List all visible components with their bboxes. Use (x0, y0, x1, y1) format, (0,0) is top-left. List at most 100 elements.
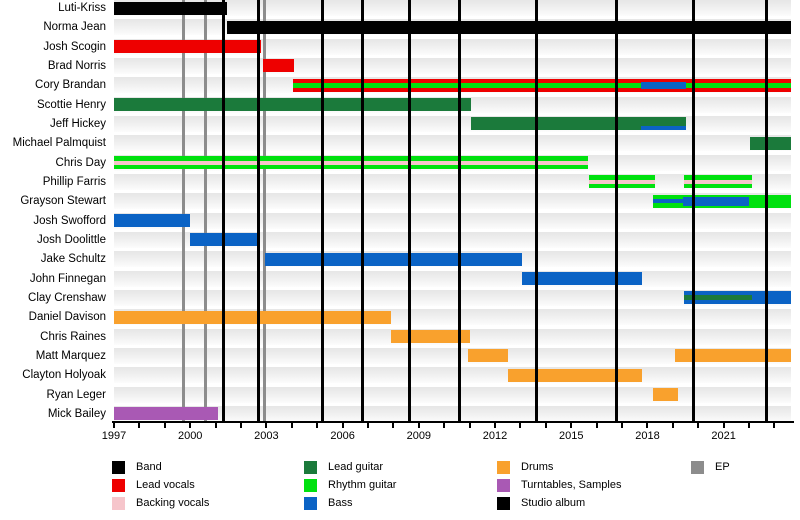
x-axis-tick-label: 1997 (101, 430, 127, 442)
member-bar-lead_guitar (114, 98, 471, 112)
member-name-label: Chris Day (55, 156, 106, 169)
legend-label-bass: Bass (328, 497, 353, 509)
member-bar-lead_vocals (114, 40, 262, 54)
member-name-label: Cory Brandan (35, 79, 106, 92)
studio-album-line (458, 0, 462, 421)
legend-swatch-turntables (497, 479, 510, 492)
legend-label-lead_guitar: Lead guitar (328, 461, 384, 473)
member-name-label: Josh Scogin (43, 40, 106, 53)
member-name-label: Ryan Leger (46, 388, 106, 401)
member-bar-lead_guitar (750, 136, 791, 150)
studio-album-line (360, 0, 364, 421)
member-bar-drums (114, 310, 391, 324)
role-stripe-lead_guitar (684, 295, 752, 301)
x-axis-tick-label: 2018 (635, 430, 660, 442)
member-bar-bass (265, 252, 522, 266)
row-stripe (114, 135, 791, 152)
member-name-label: Norma Jean (43, 21, 106, 34)
legend-swatch-studio_album (497, 497, 510, 510)
x-axis-tick-label: 2015 (559, 430, 584, 442)
x-axis-tick-label: 2021 (711, 430, 736, 442)
x-axis-tick-label: 2006 (330, 430, 355, 442)
x-axis-tick (316, 423, 319, 428)
role-stripe-bass (652, 199, 684, 204)
row-stripe (114, 38, 791, 55)
member-name-label: Mick Bailey (47, 407, 106, 420)
x-axis-tick (468, 423, 471, 428)
role-stripe-backing_vocals (114, 160, 588, 165)
row-stripe (114, 57, 791, 74)
member-bar-bass (521, 272, 643, 286)
member-name-label: Clay Crenshaw (28, 291, 106, 304)
member-bar-drums (652, 388, 678, 402)
studio-album-line (535, 0, 539, 421)
legend-swatch-band (112, 461, 125, 474)
studio-album-line (765, 0, 769, 421)
legend-swatch-rhythm_guitar (304, 479, 317, 492)
x-axis-tick (138, 423, 141, 428)
row-stripe (114, 367, 791, 384)
row-stripe (114, 193, 791, 210)
member-name-label: Luti-Kriss (58, 2, 106, 14)
studio-album-line (691, 0, 695, 421)
member-name-label: John Finnegan (29, 272, 106, 285)
legend-label-turntables: Turntables, Samples (521, 479, 622, 491)
x-axis-tick-label: 2003 (254, 430, 279, 442)
member-name-label: Josh Doolittle (36, 233, 106, 246)
role-stripe-backing_vocals (589, 179, 656, 184)
studio-album-line (614, 0, 618, 421)
member-name-label: Grayson Stewart (20, 195, 106, 208)
x-axis-tick (290, 423, 293, 428)
studio-album-line (256, 0, 260, 421)
row-stripe (114, 270, 791, 287)
legend-label-rhythm_guitar: Rhythm guitar (328, 479, 397, 491)
row-stripe (114, 289, 791, 306)
member-name-label: Brad Norris (47, 59, 106, 72)
role-stripe-rhythm_guitar (293, 82, 791, 88)
row-stripe (114, 212, 791, 229)
x-axis-tick (265, 423, 268, 428)
row-stripe (114, 231, 791, 248)
row-stripe (114, 405, 791, 422)
role-stripe-backing_vocals (684, 179, 752, 184)
x-axis-tick (722, 423, 725, 428)
x-axis-tick (595, 423, 598, 428)
member-bar-drums (507, 368, 643, 382)
x-axis-tick (341, 423, 344, 428)
member-name-label: Phillip Farris (42, 175, 106, 188)
role-stripe-bass (683, 196, 750, 206)
ep-release-line (263, 0, 267, 421)
x-axis-tick (367, 423, 370, 428)
member-name-label: Michael Palmquist (12, 137, 106, 150)
studio-album-line (221, 0, 225, 421)
x-axis-tick (697, 423, 700, 428)
x-axis-tick (189, 423, 192, 428)
row-stripe (114, 115, 791, 132)
legend-label-ep: EP (715, 461, 730, 473)
member-name-label: Jake Schultz (40, 253, 106, 266)
x-axis-tick (748, 423, 751, 428)
member-bar-band (114, 1, 228, 15)
x-axis-tick (113, 423, 115, 428)
legend-swatch-lead_guitar (304, 461, 317, 474)
legend-swatch-drums (497, 461, 510, 474)
x-axis-tick (646, 423, 649, 428)
x-axis-tick (621, 423, 624, 428)
legend-swatch-bass (304, 497, 317, 510)
legend-swatch-ep (691, 461, 704, 474)
x-axis-tick (163, 423, 166, 428)
x-axis-tick (240, 423, 243, 428)
member-bar-band (227, 20, 791, 34)
row-stripe (114, 0, 791, 16)
member-name-label: Matt Marquez (35, 349, 106, 362)
row-stripe (114, 347, 791, 364)
legend-label-drums: Drums (521, 461, 554, 473)
x-axis-tick-label: 2009 (406, 430, 432, 442)
member-name-label: Scottie Henry (36, 98, 106, 111)
member-bar-bass (114, 214, 191, 228)
x-axis-tick-label: 2000 (177, 430, 203, 442)
member-name-label: Clayton Holyoak (22, 369, 106, 382)
x-axis-tick (773, 423, 776, 428)
x-axis-tick (443, 423, 446, 428)
